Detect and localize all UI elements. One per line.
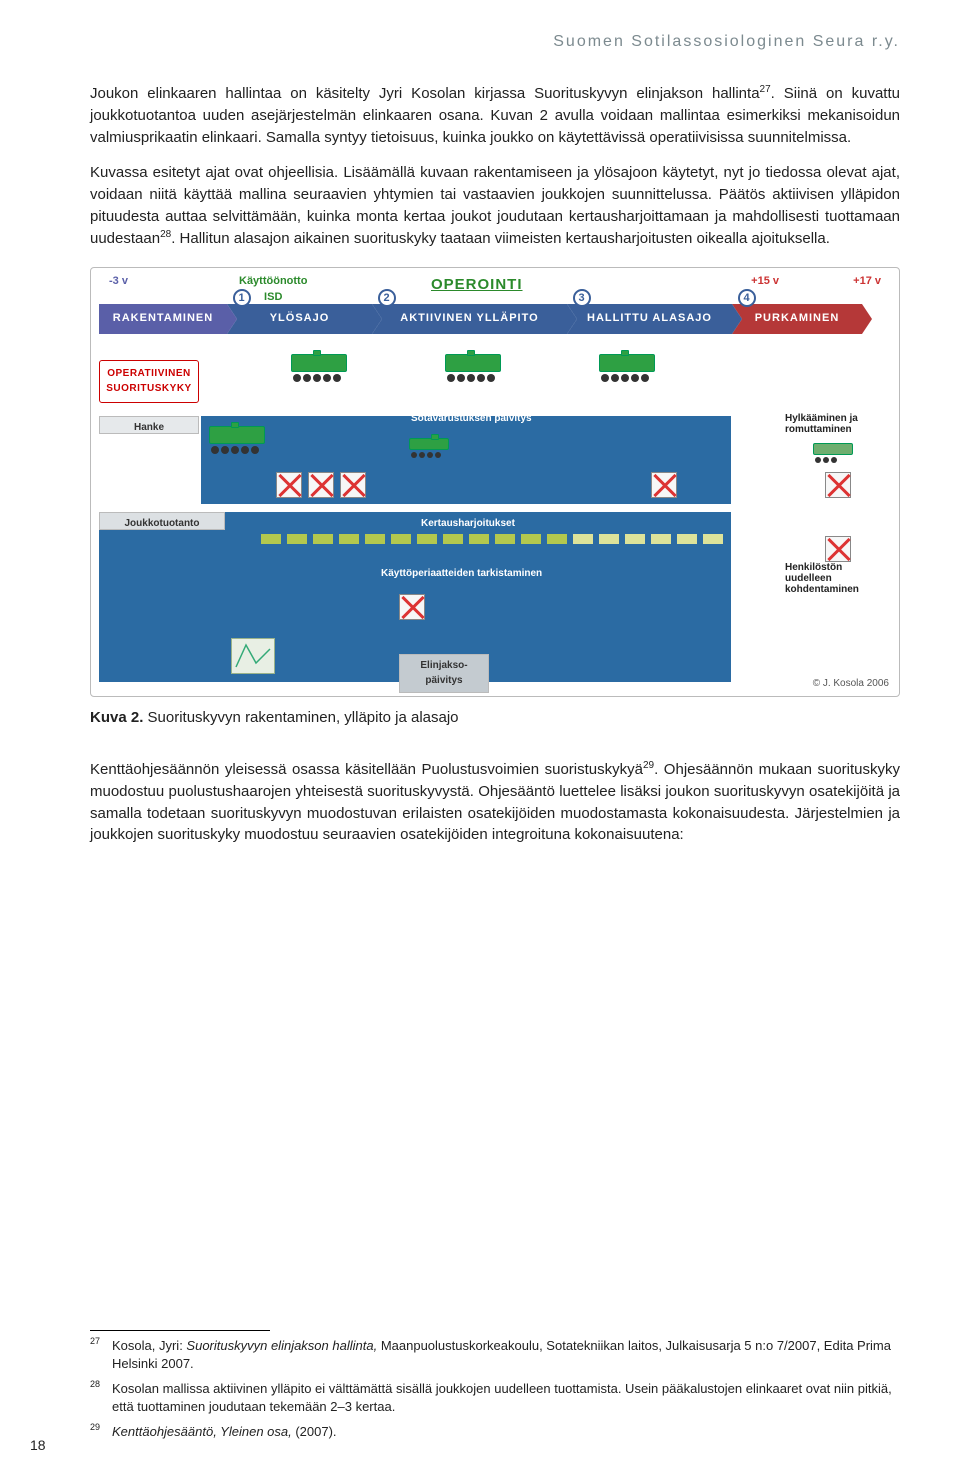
- vehicle-scrap: [813, 443, 859, 463]
- paragraph-2: Kuvassa esitetyt ajat ovat ohjeellisia. …: [90, 162, 900, 249]
- diagram-top-labels: -3 v Käyttöönotto ISD OPEROINTI +15 v +1…: [91, 274, 899, 306]
- label-elinjakso: Elinjakso- päivitys: [399, 654, 489, 693]
- vehicle-row-top: [291, 354, 663, 382]
- fn27em: Suorituskyvyn elinjakson hallinta,: [186, 1338, 377, 1353]
- footnote-28: 28 Kosolan mallissa aktiivinen ylläpito …: [90, 1380, 900, 1415]
- phase-label-0: RAKENTAMINEN: [113, 311, 213, 327]
- footnote-29: 29 Kenttäohjesääntö, Yleinen osa, (2007)…: [90, 1423, 900, 1441]
- vehicle-icon: [599, 354, 663, 382]
- phase-label-2: AKTIIVINEN YLLÄPITO: [400, 311, 538, 327]
- sup-28: 28: [160, 229, 171, 240]
- footnote-27: 27 Kosola, Jyri: Suorituskyvyn elinjakso…: [90, 1337, 900, 1372]
- phase-label-3: HALLITTU ALASAJO: [587, 311, 712, 327]
- page-number: 18: [30, 1435, 46, 1455]
- figure-caption: Kuva 2. Suorituskyvyn rakentaminen, yllä…: [90, 707, 900, 729]
- label-paivitys: Sotavarustuksen päivitys: [411, 413, 532, 424]
- xbox-right: [825, 472, 851, 498]
- label-otto: Käyttöönotto: [239, 274, 307, 290]
- vehicle-side: [209, 426, 273, 454]
- footnote-rule: [90, 1330, 270, 1331]
- p2-text-b: . Hallitun alasajon aikainen suorituskyk…: [171, 230, 830, 247]
- p3-text-a: Kenttäohjesäännön yleisessä osassa käsit…: [90, 761, 643, 778]
- phase-arrows: RAKENTAMINEN 1 YLÖSAJO 2 AKTIIVINEN YLLÄ…: [99, 304, 891, 334]
- joukko-pane-left: [99, 512, 227, 682]
- xbox-mid: [651, 472, 677, 498]
- label-plus17: +17 v: [853, 274, 881, 290]
- x-icon: [340, 472, 366, 498]
- label-plus15: +15 v: [751, 274, 779, 290]
- sketch-icon: [231, 638, 275, 674]
- fn-text: Kosolan mallissa aktiivinen ylläpito ei …: [112, 1380, 900, 1415]
- phase-purkaminen: 4 PURKAMINEN: [732, 304, 862, 334]
- x-icon: [825, 536, 851, 562]
- x-icon: [308, 472, 334, 498]
- sup-29: 29: [643, 760, 654, 771]
- phase-aktiivinen: 2 AKTIIVINEN YLLÄPITO: [372, 304, 567, 334]
- label-hylk: Hylkääminen ja romuttaminen: [785, 413, 885, 435]
- fn-num: 28: [90, 1378, 104, 1413]
- p1-text-a: Joukon elinkaaren hallintaa on käsitelty…: [90, 85, 760, 102]
- label-henk2: Henkilöstön uudelleen kohdentaminen: [785, 562, 885, 595]
- label-tark: Käyttöperiaatteiden tarkistaminen: [381, 568, 542, 579]
- phase-hallittu: 3 HALLITTU ALASAJO: [567, 304, 732, 334]
- phase-label-1: YLÖSAJO: [270, 311, 330, 327]
- x-icon: [399, 594, 425, 620]
- oper-suorituskyky-box: OPERATIIVINEN SUORITUSKYKY: [99, 360, 199, 403]
- vehicle-icon: [291, 354, 355, 382]
- label-operointi: OPEROINTI: [431, 274, 523, 296]
- paragraph-1: Joukon elinkaaren hallintaa on käsitelty…: [90, 83, 900, 148]
- phase-label-4: PURKAMINEN: [755, 311, 840, 327]
- joukkotuotanto-label-2: Joukkotuotanto: [99, 512, 225, 530]
- paragraph-3: Kenttäohjesäännön yleisessä osassa käsit…: [90, 759, 900, 846]
- label-kertaus: Kertausharjoitukset: [421, 518, 515, 529]
- xbox-henk: [825, 536, 851, 562]
- x-icon: [651, 472, 677, 498]
- org-header: Suomen Sotilassosiologinen Seura r.y.: [90, 30, 900, 53]
- label-minus3v: -3 v: [109, 274, 128, 290]
- sup-27: 27: [760, 84, 771, 95]
- phase-ylosajo: 1 YLÖSAJO: [227, 304, 372, 334]
- fn-num: 27: [90, 1335, 104, 1370]
- hanke-label: Hanke: [99, 416, 199, 434]
- lifecycle-diagram: -3 v Käyttöönotto ISD OPEROINTI +15 v +1…: [90, 267, 900, 697]
- xbox-tark: [399, 594, 425, 620]
- phase-rakentaminen: RAKENTAMINEN: [99, 304, 227, 334]
- fn-text: Kosola, Jyri: Suorituskyvyn elinjakson h…: [112, 1337, 900, 1372]
- footnotes: 27 Kosola, Jyri: Suorituskyvyn elinjakso…: [90, 1330, 900, 1449]
- dash-row: [261, 534, 723, 544]
- fn27a: Kosola, Jyri:: [112, 1338, 186, 1353]
- caption-label: Kuva 2.: [90, 709, 143, 726]
- vehicle-paivitys: [409, 438, 455, 458]
- caption-text: Suorituskyvyn rakentaminen, ylläpito ja …: [143, 709, 458, 726]
- fn-text: Kenttäohjesääntö, Yleinen osa, (2007).: [112, 1423, 337, 1441]
- diagram-credit: © J. Kosola 2006: [813, 677, 889, 692]
- vehicle-icon: [445, 354, 509, 382]
- fn29em: Kenttäohjesääntö, Yleinen osa,: [112, 1424, 292, 1439]
- x-icon: [276, 472, 302, 498]
- fn29t: (2007).: [292, 1424, 337, 1439]
- fn-num: 29: [90, 1421, 104, 1439]
- x-icon: [825, 472, 851, 498]
- xbox-row-1: [276, 472, 366, 498]
